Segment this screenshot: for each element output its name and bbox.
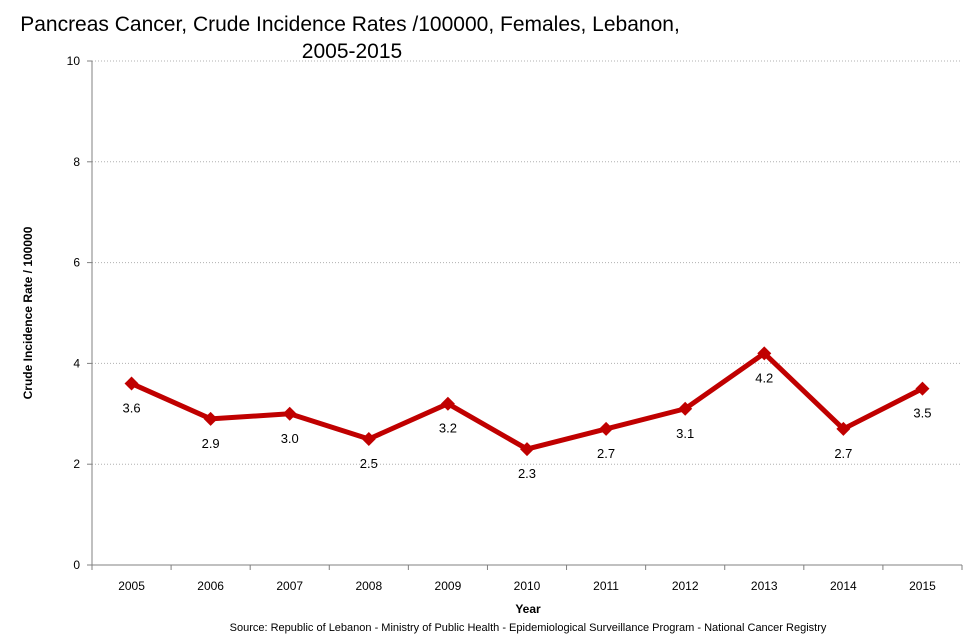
data-point-marker — [520, 442, 534, 457]
data-label: 3.0 — [281, 431, 299, 446]
data-point-marker — [124, 376, 139, 391]
data-label: 3.5 — [913, 406, 931, 421]
x-tick-label: 2008 — [355, 579, 382, 593]
data-point-marker — [915, 381, 930, 396]
data-point-marker — [757, 346, 772, 361]
y-tick-label: 2 — [73, 457, 80, 471]
series-line — [130, 350, 924, 452]
data-label: 3.2 — [439, 421, 457, 436]
data-point-marker — [599, 421, 614, 436]
x-tick-label: 2006 — [197, 579, 224, 593]
x-tick-label: 2011 — [593, 579, 619, 593]
x-tick-label: 2012 — [672, 579, 699, 593]
data-point-marker — [440, 396, 455, 411]
x-tick-label: 2007 — [276, 579, 303, 593]
x-axis-title: Year — [515, 602, 541, 616]
y-tick-label: 4 — [73, 356, 80, 370]
chart-title-line2: 2005-2015 — [302, 40, 402, 63]
y-tick-label: 6 — [73, 256, 80, 270]
data-point-marker — [361, 432, 376, 446]
data-label: 2.5 — [360, 456, 378, 471]
x-tick-label: 2013 — [751, 579, 778, 593]
data-point-marker — [282, 406, 297, 421]
data-point-marker — [836, 421, 851, 436]
data-label: 4.2 — [755, 370, 773, 385]
chart-title-line1: Pancreas Cancer, Crude Incidence Rates /… — [20, 13, 680, 36]
source-note: Source: Republic of Lebanon - Ministry o… — [230, 622, 827, 634]
data-point-marker — [203, 411, 218, 426]
x-tick-label: 2005 — [118, 579, 145, 593]
data-point-marker — [678, 401, 693, 416]
data-label: 2.7 — [834, 446, 852, 461]
y-tick-label: 8 — [73, 155, 80, 169]
y-tick-label: 10 — [67, 54, 81, 68]
x-tick-label: 2010 — [514, 579, 541, 593]
y-tick-label: 0 — [73, 558, 80, 572]
x-tick-label: 2015 — [909, 579, 936, 593]
data-label: 2.9 — [202, 436, 220, 451]
data-label: 2.7 — [597, 446, 615, 461]
data-label: 2.3 — [518, 466, 536, 481]
x-tick-label: 2014 — [830, 579, 857, 593]
data-label: 3.6 — [123, 401, 141, 416]
data-label: 3.1 — [676, 426, 694, 441]
y-axis-title: Crude Incidence Rate / 100000 — [21, 226, 35, 399]
x-tick-label: 2009 — [435, 579, 462, 593]
